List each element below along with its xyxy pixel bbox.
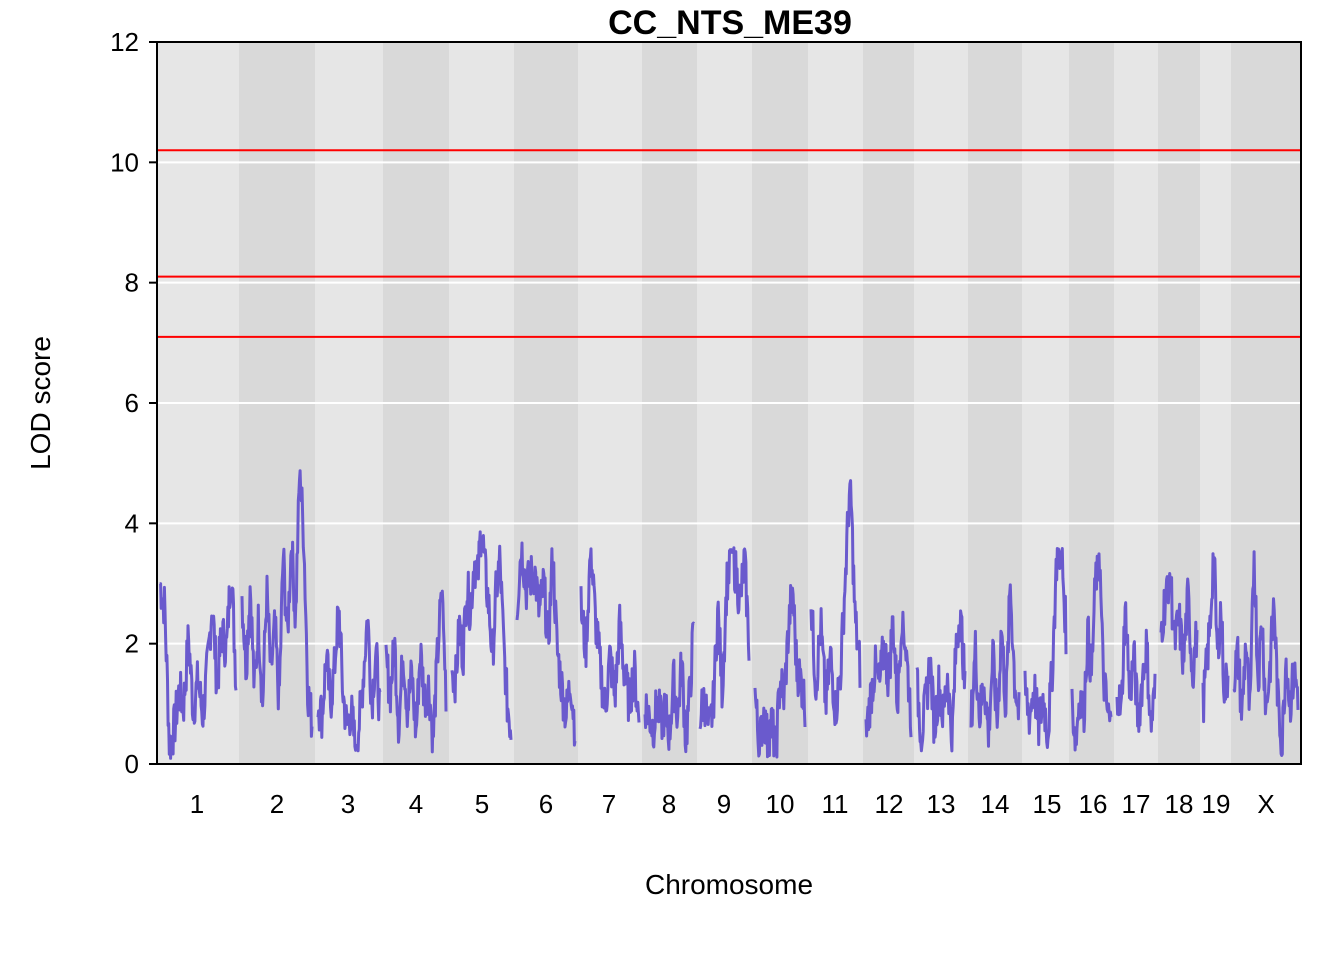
lod-series [159, 469, 1300, 760]
x-tick-label: 10 [766, 789, 795, 819]
y-axis-label: LOD score [25, 336, 56, 470]
x-tick-label: 18 [1165, 789, 1194, 819]
grid-lines [157, 161, 1301, 645]
chart-title: CC_NTS_ME39 [608, 4, 852, 42]
lod-series-line-chr-9 [698, 546, 751, 730]
lod-series-line-chr-11 [809, 479, 862, 726]
y-tick-label: 6 [125, 388, 139, 418]
x-tick-label: 14 [981, 789, 1010, 819]
y-tick-label: 0 [125, 749, 139, 779]
lod-series-line-chr-15 [1023, 547, 1068, 749]
lod-series-line-chr-7 [579, 547, 641, 723]
y-tick-label: 10 [110, 147, 139, 177]
x-tick-label: 6 [539, 789, 553, 819]
lod-series-line-chr-X [1232, 550, 1300, 757]
x-tick-label: 13 [927, 789, 956, 819]
x-tick-label: 7 [602, 789, 616, 819]
x-tick-label: 17 [1122, 789, 1151, 819]
lod-series-line-chr-19 [1201, 552, 1230, 724]
x-tick-label: 4 [409, 789, 423, 819]
y-axis: 0 2 4 6 8 10 12 [110, 27, 157, 779]
lod-series-line-chr-16 [1070, 552, 1113, 752]
lod-series-line-chr-5 [450, 530, 513, 740]
x-tick-label: 5 [475, 789, 489, 819]
x-tick-label: 16 [1079, 789, 1108, 819]
x-axis-label: Chromosome [645, 869, 813, 900]
y-tick-label: 2 [125, 629, 139, 659]
lod-series-line-chr-10 [753, 584, 807, 759]
lod-series-line-chr-18 [1159, 572, 1199, 689]
x-tick-label: 19 [1202, 789, 1231, 819]
x-tick-label: 2 [270, 789, 284, 819]
x-axis: 1 2 3 4 5 6 7 8 9 10 11 12 13 14 15 16 17 18 19 X [190, 789, 1275, 819]
lod-series-line-chr-3 [316, 605, 382, 753]
x-tick-label: 3 [341, 789, 355, 819]
x-tick-label: 15 [1033, 789, 1062, 819]
x-tick-label: 11 [822, 789, 849, 819]
lod-series-line-chr-8 [643, 621, 696, 754]
lod-series-line-chr-1 [159, 582, 238, 760]
lod-series-line-chr-4 [384, 589, 448, 754]
x-tick-label: 1 [190, 789, 204, 819]
y-tick-label: 4 [125, 508, 139, 538]
lod-series-line-chr-12 [864, 610, 913, 738]
lod-series-line-chr-17 [1115, 601, 1157, 733]
x-tick-label: X [1257, 789, 1274, 819]
x-tick-label: 8 [662, 789, 676, 819]
lod-series-line-chr-6 [515, 541, 577, 747]
x-tick-label: 9 [717, 789, 731, 819]
y-tick-label: 12 [110, 27, 139, 57]
lod-series-line-chr-14 [969, 583, 1021, 748]
y-tick-label: 8 [125, 268, 139, 298]
lod-series-line-chr-13 [915, 609, 967, 753]
lod-series-line-chr-2 [240, 469, 314, 738]
threshold-lines [157, 149, 1301, 338]
x-tick-label: 12 [875, 789, 904, 819]
